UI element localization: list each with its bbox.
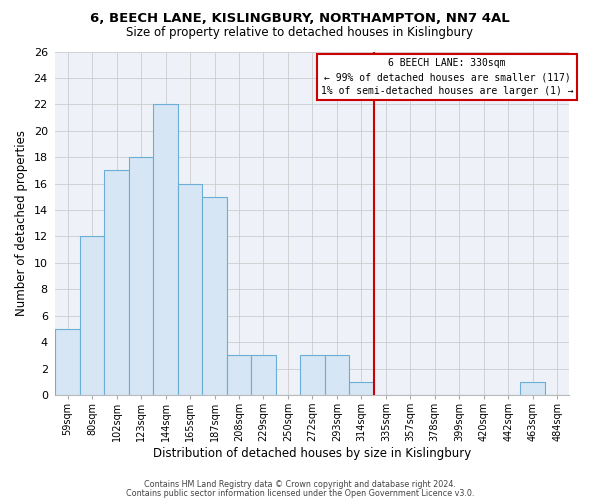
Bar (55, 329, 80, 395)
Bar (154, 104, 178, 395)
Text: Size of property relative to detached houses in Kislingbury: Size of property relative to detached ho… (127, 26, 473, 39)
Bar (251, 356, 276, 395)
Bar (80, 236, 104, 395)
Text: 6, BEECH LANE, KISLINGBURY, NORTHAMPTON, NN7 4AL: 6, BEECH LANE, KISLINGBURY, NORTHAMPTON,… (90, 12, 510, 26)
Text: Contains public sector information licensed under the Open Government Licence v3: Contains public sector information licen… (126, 489, 474, 498)
Text: 6 BEECH LANE: 330sqm
← 99% of detached houses are smaller (117)
1% of semi-detac: 6 BEECH LANE: 330sqm ← 99% of detached h… (321, 58, 574, 96)
Bar (349, 382, 374, 395)
Bar (178, 184, 202, 395)
Bar (520, 382, 545, 395)
X-axis label: Distribution of detached houses by size in Kislingbury: Distribution of detached houses by size … (153, 447, 472, 460)
Bar (300, 356, 325, 395)
Bar (202, 197, 227, 395)
Text: Contains HM Land Registry data © Crown copyright and database right 2024.: Contains HM Land Registry data © Crown c… (144, 480, 456, 489)
Y-axis label: Number of detached properties: Number of detached properties (15, 130, 28, 316)
Bar (325, 356, 349, 395)
Bar (227, 356, 251, 395)
Bar (104, 170, 129, 395)
Bar (129, 157, 154, 395)
